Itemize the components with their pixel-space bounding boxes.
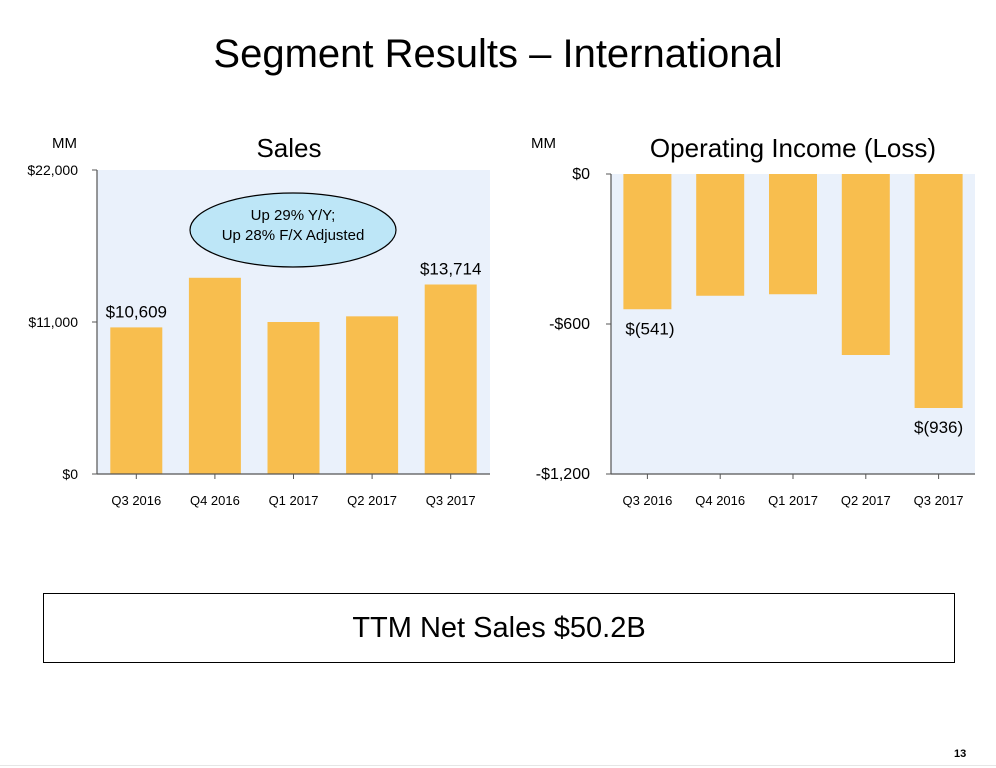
ttm-net-sales-box: TTM Net Sales $50.2B bbox=[43, 593, 955, 663]
sales-bar-0 bbox=[110, 327, 163, 474]
opinc-bar-0 bbox=[623, 174, 672, 310]
sales-bar-4 bbox=[424, 284, 477, 474]
growth-callout-bubble bbox=[189, 192, 397, 268]
opinc-data-label-4: $(936) bbox=[914, 418, 963, 437]
sales-bar-3 bbox=[346, 316, 399, 474]
slide-title: Segment Results – International bbox=[213, 32, 783, 76]
opinc-y-tick-label-0: $0 bbox=[572, 166, 590, 183]
sales-x-tick-label-1: Q4 2016 bbox=[190, 493, 240, 508]
sales-data-label-4: $13,714 bbox=[420, 259, 481, 278]
sales-x-tick-label-3: Q2 2017 bbox=[347, 493, 397, 508]
charts-canvas: Sales MM Q3 2016 Q4 2016 Q1 2017 Q2 2017 Q3 20… bbox=[27, 133, 975, 508]
sales-chart-title: Sales bbox=[256, 133, 321, 163]
sales-bar-1 bbox=[188, 277, 241, 474]
sales-x-tick-label-2: Q1 2017 bbox=[269, 493, 319, 508]
sales-bar-2 bbox=[267, 322, 320, 474]
opinc-data-label-0: $(541) bbox=[625, 319, 674, 338]
opinc-x-tick-label-1: Q4 2016 bbox=[695, 493, 745, 508]
sales-x-tick-label-0: Q3 2016 bbox=[111, 493, 161, 508]
sales-unit-label: MM bbox=[52, 135, 77, 152]
opinc-bar-4 bbox=[914, 174, 963, 408]
sales-y-tick-label-1: $11,000 bbox=[28, 314, 78, 330]
opinc-chart-title: Operating Income (Loss) bbox=[650, 133, 936, 163]
bottom-divider bbox=[0, 765, 996, 766]
sales-y-tick-label-2: $22,000 bbox=[27, 162, 78, 178]
opinc-x-tick-label-2: Q1 2017 bbox=[768, 493, 818, 508]
opinc-y-tick-label-2: -$1,200 bbox=[536, 466, 590, 483]
opinc-unit-label: MM bbox=[531, 135, 556, 152]
opinc-bar-1 bbox=[696, 174, 745, 296]
growth-callout-text-0: Up 29% Y/Y; bbox=[251, 207, 336, 224]
opinc-x-tick-label-3: Q2 2017 bbox=[841, 493, 891, 508]
sales-y-tick-label-0: $0 bbox=[62, 466, 78, 482]
opinc-y-tick-label-1: -$600 bbox=[549, 316, 590, 333]
sales-x-tick-label-4: Q3 2017 bbox=[426, 493, 476, 508]
opinc-x-tick-label-0: Q3 2016 bbox=[622, 493, 672, 508]
opinc-bar-3 bbox=[841, 174, 890, 355]
sales-data-label-0: $10,609 bbox=[106, 302, 167, 321]
opinc-x-tick-label-4: Q3 2017 bbox=[914, 493, 964, 508]
growth-callout-text-1: Up 28% F/X Adjusted bbox=[222, 227, 365, 244]
page-number: 13 bbox=[954, 748, 967, 760]
opinc-bar-2 bbox=[769, 174, 817, 295]
